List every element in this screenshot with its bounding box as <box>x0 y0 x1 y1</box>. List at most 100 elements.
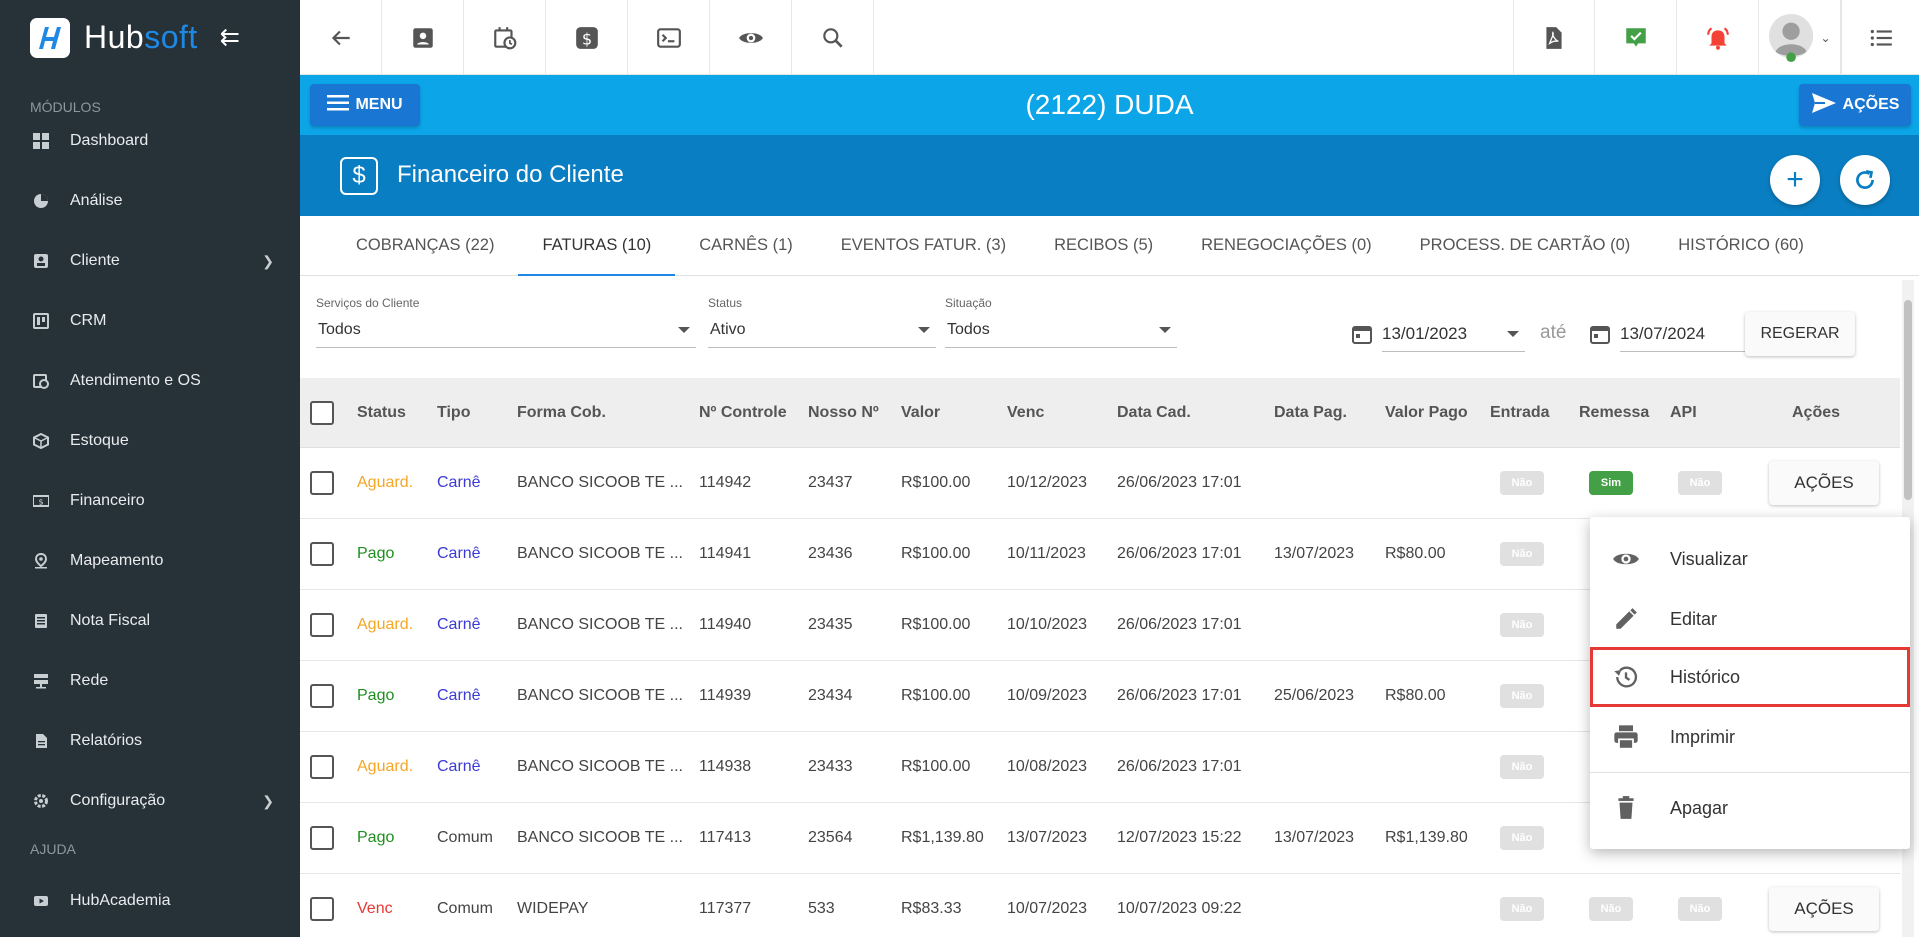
select-all-checkbox[interactable] <box>310 401 334 425</box>
refresh-icon <box>1856 170 1874 189</box>
menu-item-apagar[interactable]: Apagar <box>1590 778 1910 838</box>
cell-valor-pago: R$80.00 <box>1385 545 1446 562</box>
entrada-badge: Não <box>1500 755 1544 779</box>
tab-carnes[interactable]: CARNÊS (1) <box>699 236 793 254</box>
invoices-table: Status Tipo Forma Cob. Nº Controle Nosso… <box>300 378 1900 937</box>
tab-recibos[interactable]: RECIBOS (5) <box>1054 236 1154 254</box>
svg-text:$: $ <box>38 498 43 507</box>
pdf-button[interactable] <box>1513 0 1595 75</box>
cell-nosso: 23564 <box>808 829 853 846</box>
tab-faturas[interactable]: FATURAS (10) <box>518 216 676 276</box>
menu-item-label: Editar <box>1670 608 1718 629</box>
row-checkbox[interactable] <box>310 613 334 637</box>
sidebar-item-rede[interactable]: Rede <box>0 651 300 711</box>
row-actions-button[interactable]: AÇÕES <box>1769 461 1879 505</box>
search-button[interactable] <box>792 0 874 75</box>
scrollbar-thumb[interactable] <box>1904 300 1912 500</box>
menu-item-historico[interactable]: Histórico <box>1590 647 1910 707</box>
tasks-button[interactable] <box>1595 0 1677 75</box>
header-remessa[interactable]: Remessa <box>1579 403 1650 421</box>
servicos-filter: Serviços do Cliente Todos <box>316 296 696 348</box>
header-data-cad[interactable]: Data Cad. <box>1117 403 1191 421</box>
header-controle[interactable]: Nº Controle <box>699 403 787 421</box>
financial-button[interactable]: $ <box>546 0 628 75</box>
sidebar-item-atendimento[interactable]: Atendimento e OS <box>0 351 300 411</box>
client-data-button[interactable] <box>382 0 464 75</box>
calendar-icon[interactable] <box>1588 322 1612 346</box>
row-checkbox[interactable] <box>310 755 334 779</box>
financial-tabs: COBRANÇAS (22) FATURAS (10) CARNÊS (1) E… <box>300 216 1919 276</box>
header-entrada[interactable]: Entrada <box>1490 403 1550 421</box>
header-status[interactable]: Status <box>357 403 406 421</box>
tab-process-cartao[interactable]: PROCESS. DE CARTÃO (0) <box>1419 236 1631 254</box>
menu-item-imprimir[interactable]: Imprimir <box>1590 707 1910 767</box>
sidebar-item-crm[interactable]: CRM <box>0 291 300 351</box>
header-valor[interactable]: Valor <box>901 403 941 421</box>
situacao-select[interactable]: Todos <box>945 312 1177 348</box>
cell-forma-cob: BANCO SICOOB TE ... <box>517 687 683 704</box>
row-checkbox[interactable] <box>310 897 334 921</box>
sidebar-item-mapeamento[interactable]: Mapeamento <box>0 531 300 591</box>
sidebar-item-cliente[interactable]: Cliente ❯ <box>0 231 300 291</box>
refresh-button[interactable] <box>1840 155 1890 205</box>
row-checkbox[interactable] <box>310 684 334 708</box>
menu-item-editar[interactable]: Editar <box>1590 589 1910 649</box>
date-from-input[interactable]: 13/01/2023 <box>1382 316 1525 352</box>
tab-eventos-fatur[interactable]: EVENTOS FATUR. (3) <box>840 236 1007 254</box>
menu-button[interactable]: MENU <box>310 84 420 126</box>
row-checkbox[interactable] <box>310 471 334 495</box>
sidebar-item-dashboard[interactable]: Dashboard <box>0 111 300 171</box>
menu-divider <box>1590 772 1910 773</box>
send-icon <box>1811 92 1837 119</box>
sidebar-item-label: Análise <box>70 192 123 209</box>
header-venc[interactable]: Venc <box>1007 403 1045 421</box>
header-tipo[interactable]: Tipo <box>437 403 471 421</box>
cell-venc: 10/08/2023 <box>1007 758 1088 775</box>
date-range-separator: até <box>1540 322 1567 343</box>
sidebar-item-label: Rede <box>70 672 109 689</box>
help-list: HubAcademia <box>0 871 300 931</box>
list-menu-button[interactable] <box>1841 0 1919 75</box>
sidebar-item-configuracao[interactable]: Configuração ❯ <box>0 771 300 831</box>
attendance-button[interactable] <box>464 0 546 75</box>
header-forma-cob[interactable]: Forma Cob. <box>517 403 606 421</box>
row-actions-button[interactable]: AÇÕES <box>1769 887 1879 931</box>
tab-renegociacoes[interactable]: RENEGOCIAÇÕES (0) <box>1201 236 1372 254</box>
header-valor-pago[interactable]: Valor Pago <box>1385 403 1468 421</box>
add-button[interactable]: + <box>1770 155 1820 205</box>
status-select[interactable]: Ativo <box>708 312 936 348</box>
terminal-icon <box>656 27 681 48</box>
calendar-icon[interactable] <box>1350 322 1374 346</box>
dropdown-caret-icon <box>918 326 930 333</box>
header-data-pag[interactable]: Data Pag. <box>1274 403 1347 421</box>
date-to-input[interactable]: 13/07/2024 <box>1620 316 1763 352</box>
eye-icon <box>1612 545 1640 573</box>
pdf-icon <box>1546 26 1562 49</box>
cell-nosso: 23437 <box>808 474 853 491</box>
cell-nosso: 23435 <box>808 616 853 633</box>
sidebar-item-financeiro[interactable]: $ Financeiro <box>0 471 300 531</box>
row-checkbox[interactable] <box>310 826 334 850</box>
row-checkbox[interactable] <box>310 542 334 566</box>
regerar-button[interactable]: REGERAR <box>1745 312 1855 356</box>
sidebar-item-estoque[interactable]: Estoque <box>0 411 300 471</box>
sidebar-item-nota-fiscal[interactable]: Nota Fiscal <box>0 591 300 651</box>
sidebar-item-label: Financeiro <box>70 492 145 509</box>
alerts-button[interactable] <box>1677 0 1759 75</box>
client-actions-button[interactable]: AÇÕES <box>1799 84 1911 126</box>
menu-item-visualizar[interactable]: Visualizar <box>1590 529 1910 589</box>
tab-historico[interactable]: HISTÓRICO (60) <box>1678 236 1804 254</box>
header-nosso[interactable]: Nosso Nº <box>808 403 879 421</box>
servicos-select[interactable]: Todos <box>316 312 696 348</box>
sidebar-item-analise[interactable]: Análise <box>0 171 300 231</box>
view-button[interactable] <box>710 0 792 75</box>
terminal-button[interactable] <box>628 0 710 75</box>
sidebar-item-relatorios[interactable]: Relatórios <box>0 711 300 771</box>
tab-cobrancas[interactable]: COBRANÇAS (22) <box>356 236 495 254</box>
header-api[interactable]: API <box>1670 403 1697 421</box>
collapse-menu-icon[interactable]: ⇇ <box>219 24 240 51</box>
back-button[interactable] <box>300 0 382 75</box>
user-menu-button[interactable]: ⌄ <box>1759 0 1841 75</box>
brand-logo[interactable]: Hubsoft ⇇ <box>0 0 300 75</box>
sidebar-item-hubacademia[interactable]: HubAcademia <box>0 871 300 931</box>
